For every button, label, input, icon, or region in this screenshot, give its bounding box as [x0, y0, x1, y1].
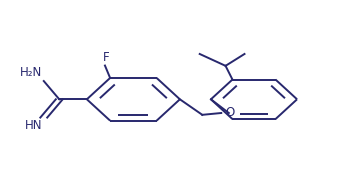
Text: F: F [103, 51, 110, 64]
Text: O: O [225, 106, 235, 119]
Text: H₂N: H₂N [20, 66, 42, 79]
Text: HN: HN [25, 119, 42, 132]
